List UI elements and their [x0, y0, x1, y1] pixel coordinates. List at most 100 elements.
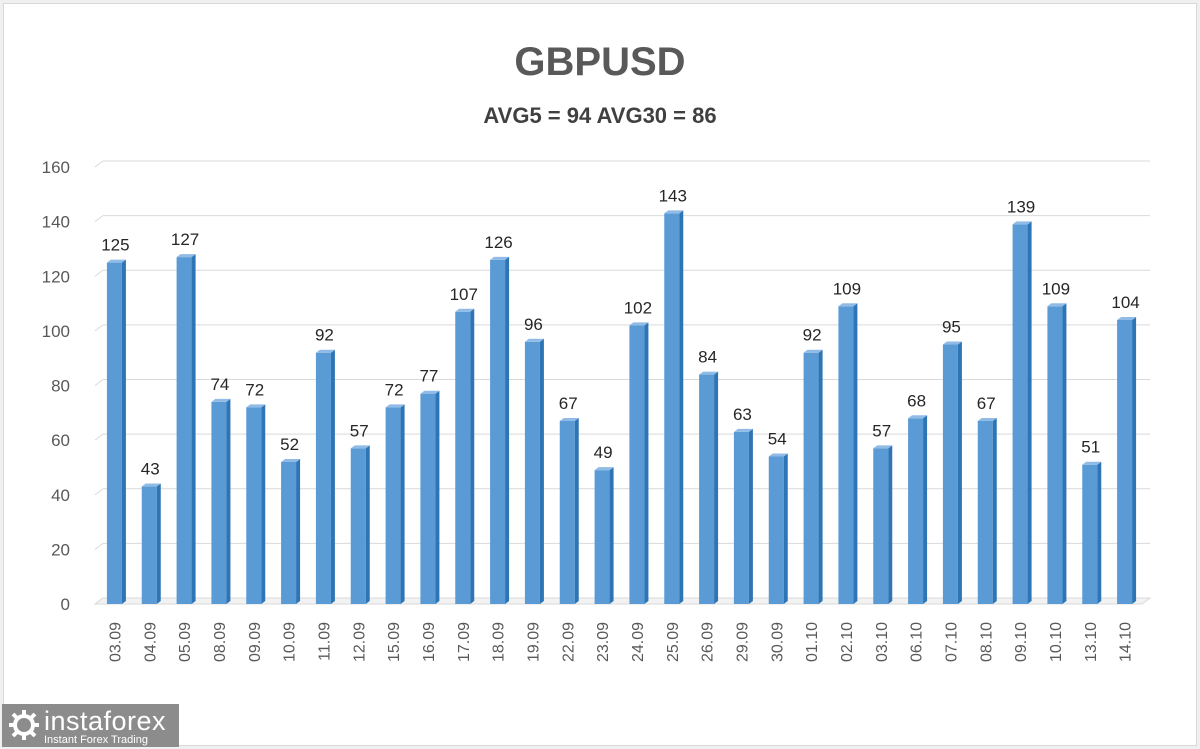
bar [629, 325, 645, 604]
bar-top [524, 338, 544, 342]
bar [524, 341, 540, 604]
bar-side [783, 453, 788, 604]
x-tick-label: 10.10 [1048, 622, 1065, 662]
y-tick-label: 20 [51, 540, 70, 559]
bar-side [296, 458, 301, 604]
bar-side [191, 254, 196, 604]
x-tick-label: 29.09 [734, 622, 751, 662]
bar-top [594, 467, 614, 471]
instaforex-logo: instaforex Instant Forex Trading [2, 704, 179, 747]
bar-side [505, 256, 510, 604]
bar-side [156, 483, 161, 604]
x-tick-label: 25.09 [665, 622, 682, 662]
bar [873, 448, 889, 604]
x-tick-label: 24.09 [630, 622, 647, 662]
bar [455, 311, 471, 604]
data-label: 74 [210, 375, 229, 394]
bar [281, 461, 297, 604]
bar-side [1062, 303, 1067, 604]
data-label: 102 [624, 298, 652, 317]
gridline-edge [94, 542, 104, 550]
bar-top [281, 458, 301, 462]
bar-side [679, 210, 684, 604]
bar [1012, 224, 1028, 604]
bar-side [574, 418, 579, 604]
bar-side [435, 390, 440, 604]
bar-top [873, 445, 893, 449]
y-tick-label: 40 [51, 486, 70, 505]
data-label: 92 [803, 326, 822, 345]
logo-tagline: Instant Forex Trading [44, 734, 148, 746]
bar-side [1027, 221, 1032, 604]
y-tick-label: 80 [51, 377, 70, 396]
bar-top [977, 418, 997, 422]
x-tick-label: 03.10 [874, 622, 891, 662]
bar [594, 470, 610, 604]
bar-top [629, 322, 649, 326]
bar-side [330, 349, 335, 604]
data-label: 126 [484, 233, 512, 252]
bar-top [1117, 316, 1137, 320]
bar [106, 262, 122, 604]
bar [908, 418, 924, 604]
bar-top [420, 390, 440, 394]
data-label: 139 [1007, 197, 1035, 216]
x-tick-label: 23.09 [595, 622, 612, 662]
bar-side [539, 338, 544, 604]
bar-side [400, 404, 405, 604]
bar-top [699, 371, 719, 375]
bar [664, 213, 680, 604]
data-label: 109 [833, 279, 861, 298]
data-label: 57 [350, 421, 369, 440]
data-label: 95 [942, 318, 961, 337]
bar-side [748, 428, 753, 604]
bar-top [803, 349, 823, 353]
x-tick-label: 16.09 [421, 622, 438, 662]
bar [211, 401, 227, 604]
bar [559, 421, 575, 604]
bar-top [385, 404, 405, 408]
x-tick-label: 04.09 [142, 622, 159, 662]
x-tick-label: 17.09 [456, 622, 473, 662]
bar-side [853, 303, 858, 604]
bar-top [733, 428, 753, 432]
data-label: 72 [245, 380, 264, 399]
data-label: 57 [872, 421, 891, 440]
x-tick-label: 12.09 [351, 622, 368, 662]
bar [977, 421, 993, 604]
bar-side [992, 418, 997, 604]
data-label: 84 [698, 348, 717, 367]
bar-side [1097, 461, 1102, 604]
x-tick-label: 06.10 [909, 622, 926, 662]
bar [385, 407, 401, 604]
bar-top [838, 303, 858, 307]
x-tick-label: 14.10 [1118, 622, 1135, 662]
bar-top [246, 404, 266, 408]
y-tick-label: 140 [42, 213, 70, 232]
y-tick-label: 60 [51, 431, 70, 450]
logo-icon [9, 710, 39, 740]
gridline-edge [94, 215, 104, 223]
x-tick-label: 05.09 [177, 622, 194, 662]
x-tick-label: 13.10 [1083, 622, 1100, 662]
bar-side [818, 349, 823, 604]
x-tick-label: 11.09 [316, 622, 333, 661]
y-tick-label: 100 [42, 322, 70, 341]
chart-frame [3, 3, 1197, 746]
bar [141, 486, 157, 604]
bar-side [923, 415, 928, 604]
x-tick-label: 02.10 [839, 622, 856, 662]
bar-top [559, 418, 579, 422]
bar-top [664, 210, 684, 214]
bar-top [908, 415, 928, 419]
bar [768, 456, 784, 604]
data-label: 63 [733, 405, 752, 424]
bar-top [1047, 303, 1067, 307]
bar-top [315, 349, 335, 353]
gridline-edge [94, 488, 104, 496]
data-label: 67 [977, 394, 996, 413]
x-tick-label: 03.09 [107, 622, 124, 662]
data-label: 52 [280, 435, 299, 454]
gridline-edge [94, 379, 104, 386]
